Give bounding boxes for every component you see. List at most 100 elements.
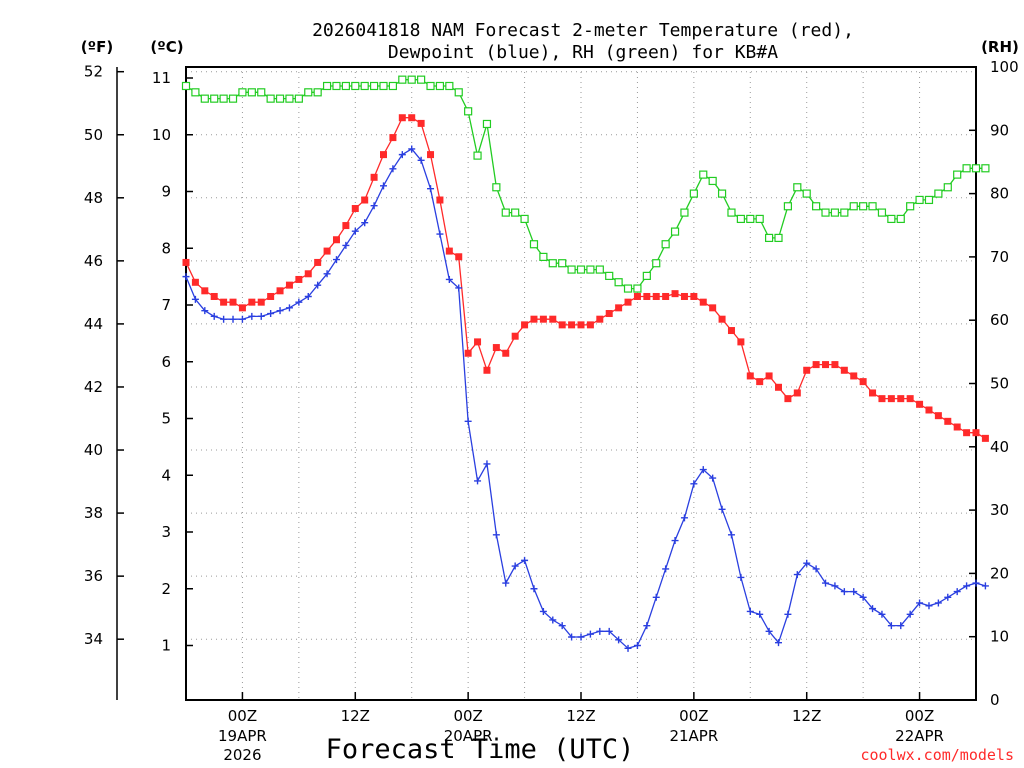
celsius-tick-label: 11 bbox=[152, 69, 171, 87]
temperature-point bbox=[680, 292, 688, 300]
celsius-tick-label: 1 bbox=[161, 637, 171, 655]
dewpoint-point bbox=[474, 477, 482, 485]
temperature-point bbox=[925, 406, 933, 414]
dewpoint-point bbox=[285, 304, 293, 312]
rh-point bbox=[689, 189, 698, 198]
rh-point bbox=[746, 214, 755, 224]
celsius-tick-label: 4 bbox=[161, 466, 171, 484]
temperature-point bbox=[887, 395, 895, 403]
dewpoint-point bbox=[257, 312, 265, 320]
dewpoint-point bbox=[840, 588, 848, 596]
temperature-point bbox=[690, 292, 698, 300]
dewpoint-point bbox=[229, 315, 237, 323]
rh-point bbox=[981, 164, 990, 173]
rh-point bbox=[567, 265, 576, 274]
temperature-point bbox=[182, 258, 190, 266]
celsius-tick-label: 6 bbox=[161, 353, 171, 371]
rh-tick-label: 20 bbox=[990, 564, 1009, 582]
temperature-point bbox=[558, 321, 566, 329]
rh-point bbox=[473, 151, 482, 160]
dewpoint-point bbox=[784, 610, 792, 618]
dewpoint-point bbox=[897, 622, 905, 630]
dewpoint-point bbox=[295, 298, 303, 306]
dewpoint-point bbox=[887, 622, 895, 630]
rh-point bbox=[783, 202, 793, 211]
temperature-point bbox=[238, 304, 246, 312]
dewpoint-point bbox=[765, 627, 773, 635]
rh-point bbox=[717, 189, 727, 198]
temperature-point bbox=[718, 315, 726, 323]
temperature-point bbox=[351, 205, 359, 213]
rh-point bbox=[360, 81, 369, 91]
rh-point bbox=[821, 208, 830, 217]
fahrenheit-tick-label: 52 bbox=[84, 63, 103, 81]
fahrenheit-unit-label: (ºF) bbox=[81, 38, 113, 56]
dewpoint-point bbox=[577, 633, 585, 641]
temperature-point bbox=[568, 321, 576, 329]
rh-point bbox=[238, 88, 247, 97]
dewpoint-point bbox=[831, 582, 839, 590]
rh-point bbox=[849, 202, 858, 211]
x-date-label: 20APR bbox=[444, 727, 493, 745]
fahrenheit-tick-label: 38 bbox=[84, 504, 103, 522]
temperature-point bbox=[605, 310, 613, 318]
temperature-point bbox=[342, 222, 350, 230]
rh-point bbox=[520, 214, 529, 224]
temperature-point bbox=[389, 134, 397, 142]
dewpoint-point bbox=[662, 565, 670, 573]
rh-point bbox=[257, 88, 266, 97]
fahrenheit-tick-label: 42 bbox=[84, 378, 103, 396]
rh-point bbox=[191, 88, 200, 97]
rh-point bbox=[595, 265, 604, 274]
dewpoint-point bbox=[191, 295, 199, 303]
rh-point bbox=[812, 202, 821, 211]
temperature-point bbox=[398, 114, 406, 122]
rh-point bbox=[445, 81, 454, 91]
temperature-point bbox=[314, 258, 322, 266]
temperature-point bbox=[408, 114, 416, 122]
dewpoint-point bbox=[492, 531, 500, 539]
dewpoint-point bbox=[737, 573, 745, 581]
fahrenheit-tick-label: 50 bbox=[84, 126, 103, 144]
rh-tick-label: 0 bbox=[990, 691, 1000, 709]
dewpoint-point bbox=[953, 588, 961, 596]
celsius-tick-label: 3 bbox=[161, 523, 171, 541]
temperature-point bbox=[897, 395, 905, 403]
dewpoint-point bbox=[558, 622, 566, 630]
dewpoint-point bbox=[812, 565, 820, 573]
temperature-point bbox=[906, 395, 914, 403]
rh-point bbox=[181, 81, 191, 91]
temperature-point bbox=[709, 304, 717, 312]
rh-point bbox=[228, 94, 238, 103]
data-series bbox=[181, 75, 990, 652]
dewpoint-point bbox=[934, 599, 942, 607]
rh-point bbox=[369, 81, 379, 91]
temperature-point bbox=[737, 338, 745, 346]
dewpoint-point bbox=[314, 281, 322, 289]
fahrenheit-tick-label: 34 bbox=[84, 630, 103, 648]
rh-point bbox=[322, 81, 332, 91]
temperature-point bbox=[332, 236, 340, 244]
rh-tick-label: 80 bbox=[990, 185, 1009, 203]
dewpoint-point bbox=[633, 642, 641, 649]
dewpoint-point bbox=[521, 556, 529, 564]
temperature-point bbox=[539, 315, 547, 323]
temperature-point bbox=[652, 292, 660, 300]
dewpoint-point bbox=[436, 230, 444, 238]
dewpoint-point bbox=[361, 219, 369, 227]
dewpoint-point bbox=[182, 273, 190, 281]
fahrenheit-tick-label: 44 bbox=[84, 315, 103, 333]
rh-point bbox=[924, 195, 934, 205]
temperature-point bbox=[633, 292, 641, 300]
rh-point bbox=[464, 107, 473, 116]
rh-point bbox=[313, 88, 322, 97]
dewpoint-point bbox=[332, 256, 340, 264]
rh-point bbox=[764, 233, 774, 243]
rh-tick-label: 90 bbox=[990, 121, 1009, 139]
dewpoint-point bbox=[455, 284, 463, 292]
plot-frame bbox=[185, 66, 977, 701]
temperature-point bbox=[878, 395, 886, 403]
celsius-tick-label: 5 bbox=[161, 410, 171, 428]
dewpoint-point bbox=[746, 607, 754, 615]
